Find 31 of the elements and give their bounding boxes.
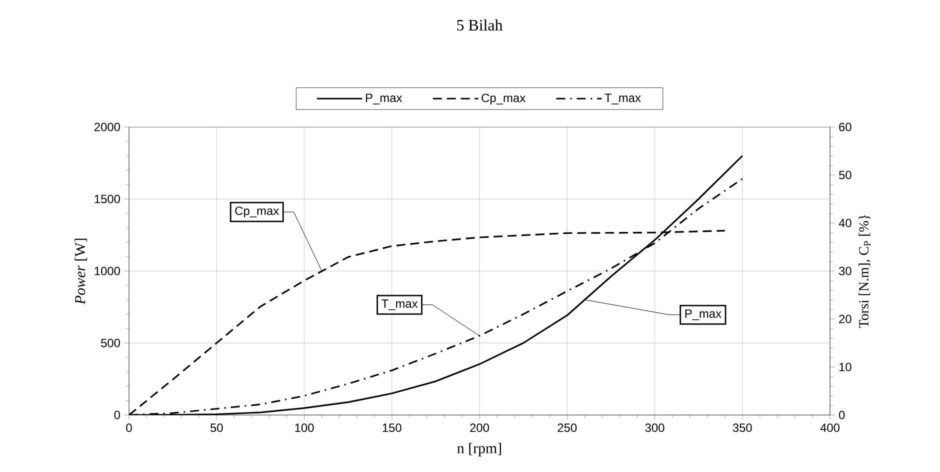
legend-label: P_max <box>366 94 402 104</box>
y2-tick-label: 20 <box>839 314 852 324</box>
x-tick-label: 250 <box>558 424 577 432</box>
y-tick-label: 1000 <box>94 266 120 276</box>
x-tick-label: 400 <box>820 424 840 432</box>
y2-tick-label: 0 <box>838 410 845 420</box>
y-axis-title: Power [W] <box>74 238 88 305</box>
y-tick-label: 1500 <box>94 194 120 204</box>
y2-tick-label: 60 <box>839 122 852 132</box>
annotation: P_max <box>685 310 722 320</box>
annotation: Cp_max <box>235 206 279 218</box>
x-tick-label: 0 <box>126 424 132 432</box>
x-tick-label: 100 <box>295 424 314 432</box>
x-tick-label: 50 <box>210 424 223 432</box>
chart-title: 5 Bilah <box>457 19 503 31</box>
x-tick-label: 350 <box>732 424 752 432</box>
x-tick-label: 300 <box>645 424 664 432</box>
legend-label: Cp_max <box>482 94 526 105</box>
annotation: T_max <box>382 300 418 310</box>
y-tick-label: 0 <box>114 410 120 420</box>
y-tick-label: 2000 <box>94 122 120 132</box>
y2-tick-label: 40 <box>838 218 852 228</box>
x-tick-label: 150 <box>382 424 402 432</box>
y-tick-label: 500 <box>101 338 120 348</box>
y2-tick-label: 10 <box>839 362 852 372</box>
y2-axis-title: Torsi [N.m], C$_{P}$ [%} <box>858 215 870 328</box>
y2-tick-label: 30 <box>838 266 852 276</box>
x-axis-title: n [rpm] <box>457 442 502 456</box>
x-tick-label: 200 <box>470 424 490 432</box>
y2-tick-label: 50 <box>839 170 852 180</box>
legend-label: T_max <box>604 94 641 104</box>
